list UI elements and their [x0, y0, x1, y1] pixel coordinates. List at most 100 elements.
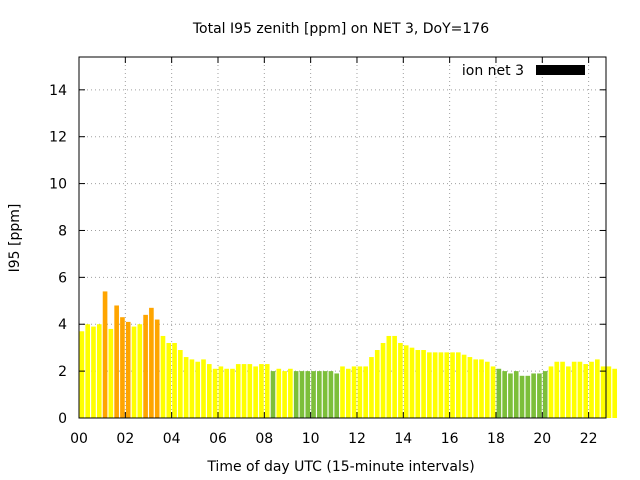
bar: [531, 373, 536, 418]
bar: [131, 326, 137, 418]
chart-title: Total I95 zenith [ppm] on NET 3, DoY=176: [192, 21, 489, 37]
bar: [369, 357, 374, 418]
bar: [542, 371, 548, 418]
bar: [247, 364, 253, 418]
bar: [380, 342, 386, 418]
bar: [259, 364, 264, 418]
bar: [311, 371, 316, 418]
bar: [351, 366, 357, 418]
x-tick-label: 08: [255, 431, 273, 447]
bar: [201, 359, 206, 418]
bars: [79, 291, 618, 418]
bar: [137, 324, 143, 418]
bar: [120, 317, 125, 418]
grid: [79, 57, 606, 418]
bar: [409, 347, 415, 418]
bar: [195, 361, 201, 418]
bar: [421, 350, 426, 418]
bar: [577, 361, 583, 418]
legend-swatch: [536, 65, 585, 75]
bar: [276, 368, 282, 418]
bar: [525, 375, 531, 418]
bar: [241, 364, 247, 418]
bar: [600, 366, 606, 418]
x-tick-label: 10: [302, 431, 320, 447]
legend-label: ion net 3: [462, 63, 524, 79]
bar: [467, 357, 473, 418]
bar: [224, 368, 229, 418]
bar: [560, 361, 565, 418]
bar: [566, 366, 571, 418]
bar: [456, 352, 461, 418]
bar: [172, 342, 177, 418]
x-axis-label: Time of day UTC (15-minute intervals): [206, 459, 474, 475]
x-tick-label: 04: [163, 431, 181, 447]
y-tick-label: 14: [49, 83, 67, 99]
bar: [438, 352, 444, 418]
bar: [490, 366, 496, 418]
bar: [218, 366, 224, 418]
plot-frame: [78, 56, 607, 419]
bar: [317, 371, 322, 418]
x-axis-ticks: 00 02 04 06 08 10 12 14 16 18 20 22: [70, 57, 598, 447]
x-tick-label: 00: [70, 431, 88, 447]
y-axis-ticks: 0 2 4 6 8 10 12 14: [49, 83, 606, 427]
bar: [427, 352, 432, 418]
legend: ion net 3: [462, 63, 585, 79]
bar: [444, 352, 450, 418]
bar: [149, 307, 154, 418]
bar: [143, 314, 148, 418]
bar: [282, 371, 287, 418]
bar: [178, 350, 183, 418]
y-tick-label: 10: [49, 177, 67, 193]
x-tick-label: 06: [209, 431, 227, 447]
bar: [374, 350, 380, 418]
bar: [253, 366, 258, 418]
bar: [594, 359, 600, 418]
bar: [589, 361, 594, 418]
y-axis-label: I95 [ppm]: [7, 204, 23, 273]
y-tick-label: 6: [58, 270, 67, 286]
y-tick-label: 2: [58, 364, 67, 380]
bar: [519, 375, 525, 418]
bar: [571, 361, 577, 418]
x-tick-label: 16: [441, 431, 459, 447]
x-tick-label: 02: [116, 431, 134, 447]
bar: [583, 364, 589, 418]
bar: [357, 366, 363, 418]
bar: [386, 335, 392, 418]
bar: [334, 373, 340, 418]
bar: [235, 364, 241, 418]
bar: [189, 359, 195, 418]
bar: [606, 366, 612, 418]
bar: [91, 326, 96, 418]
bar: [496, 368, 502, 418]
bar: [363, 366, 368, 418]
bar: [166, 342, 172, 418]
bar: [264, 364, 270, 418]
bar: [212, 368, 218, 418]
bar: [403, 345, 409, 418]
bar: [293, 371, 299, 418]
bar: [461, 354, 467, 418]
x-tick-label: 12: [348, 431, 366, 447]
bar: [114, 305, 119, 418]
bar: [513, 371, 519, 418]
bar: [79, 331, 85, 418]
bar: [108, 328, 114, 418]
y-tick-label: 4: [58, 317, 67, 333]
bar: [230, 368, 235, 418]
x-tick-label: 18: [487, 431, 505, 447]
y-tick-label: 12: [49, 130, 67, 146]
bar: [96, 324, 102, 418]
bar: [548, 366, 554, 418]
bar: [537, 373, 542, 418]
bar: [299, 371, 305, 418]
bar: [322, 371, 328, 418]
bar: [328, 371, 334, 418]
bar: [432, 352, 438, 418]
bar: [345, 368, 351, 418]
x-tick-label: 22: [580, 431, 598, 447]
bar: [125, 321, 131, 418]
